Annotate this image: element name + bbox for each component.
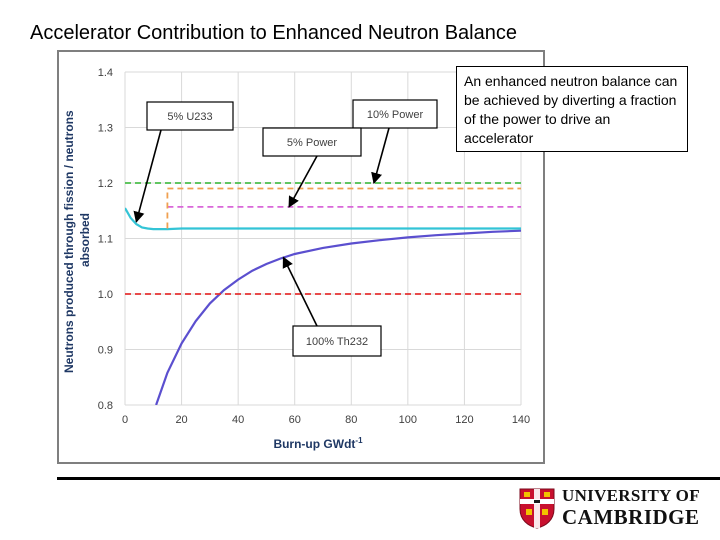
slide-title: Accelerator Contribution to Enhanced Neu… — [30, 22, 517, 44]
annotation-arrow — [371, 127, 390, 185]
y-tick-label: 0.8 — [98, 400, 113, 412]
x-tick-label: 120 — [455, 414, 473, 426]
logo-line-university: UNIVERSITY OF — [562, 486, 700, 505]
annotation-arrow — [133, 129, 162, 223]
university-logo: UNIVERSITY OF CAMBRIDGE — [518, 486, 718, 530]
y-tick-label: 1.2 — [98, 178, 113, 190]
neutron-balance-chart: 0 20 40 60 80 100 120 1400.80.91.01.11.21.31.4 … — [62, 67, 530, 451]
x-tick-label: 100 — [399, 414, 417, 426]
annotation-arrow — [282, 256, 318, 327]
annotation-arrow — [288, 155, 318, 208]
info-callout: An enhanced neutron balance can be achie… — [456, 66, 688, 152]
x-tick-label: 60 — [289, 414, 301, 426]
y-axis-label: Neutrons produced through fission / neut… — [62, 107, 92, 373]
axes: 0 20 40 60 80 100 120 140 0.8 0.9 1.0 1.1 1.2 1.3 1.4 — [98, 67, 530, 426]
annotation-box — [352, 99, 438, 129]
callout-text: An enhanced neutron balance can be achie… — [464, 73, 678, 146]
series-line-5 — [166, 187, 521, 229]
x-tick-label: 0 — [122, 414, 128, 426]
cambridge-crest-icon — [519, 488, 555, 529]
y-tick-label: 1.4 — [98, 67, 113, 79]
annotation-box — [262, 127, 362, 157]
x-axis-label: Burn-up GWdt-1 — [273, 436, 363, 451]
annotation-label: 10% Power — [367, 109, 424, 121]
x-tick-label: 20 — [175, 414, 187, 426]
footer-rule — [57, 477, 720, 480]
annotation-label: 100% Th232 — [306, 336, 368, 348]
logo-line-cambridge: CAMBRIDGE — [562, 505, 700, 529]
y-tick-label: 1.3 — [98, 123, 113, 135]
y-tick-label: 1.0 — [98, 289, 113, 301]
annotation-box — [292, 325, 382, 357]
annotations: 5% U233 10% Power 5% Power 100% Th232 — [133, 99, 438, 357]
series-line-1 — [125, 207, 521, 231]
y-tick-label: 0.9 — [98, 345, 113, 357]
annotation-label: 5% U233 — [167, 111, 212, 123]
y-tick-label: 1.1 — [98, 234, 113, 246]
series-lines — [125, 182, 521, 405]
series-line-0 — [155, 229, 521, 405]
x-tick-label: 140 — [512, 414, 530, 426]
annotation-label: 5% Power — [287, 137, 337, 149]
x-tick-label: 40 — [232, 414, 244, 426]
annotation-box — [146, 101, 234, 131]
x-tick-label: 80 — [345, 414, 357, 426]
